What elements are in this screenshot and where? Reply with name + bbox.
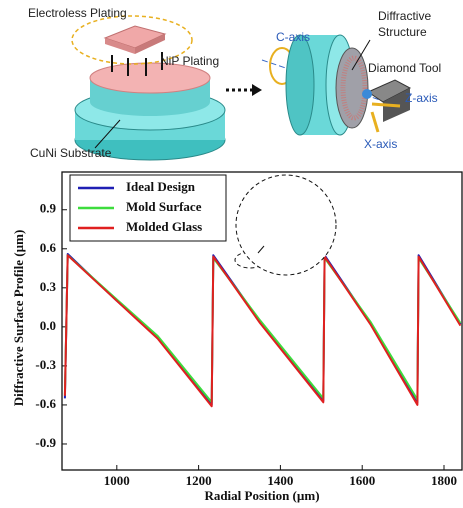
tool-tip (362, 89, 372, 99)
diagram-label: Diamond Tool (368, 61, 441, 75)
diagram-label: X-axis (364, 137, 397, 151)
diagram-label: Structure (378, 25, 427, 39)
x-tick-label: 1800 (431, 473, 457, 488)
zoom-inset (236, 175, 336, 275)
data-line (65, 255, 461, 406)
y-tick-label: -0.3 (35, 357, 56, 372)
y-tick-label: 0.3 (40, 279, 57, 294)
y-axis-label: Diffractive Surface Profile (µm) (11, 230, 26, 407)
legend-label: Mold Surface (126, 199, 202, 214)
diagram-label: C-axis (276, 30, 310, 44)
diagram: Electroless Plating NiP Plating CuNi Sub… (28, 6, 441, 160)
x-tick-label: 1200 (186, 473, 212, 488)
x-axis-arrow (372, 112, 378, 132)
diagram-label: Z-axis (405, 91, 438, 105)
y-tick-label: -0.9 (35, 435, 56, 450)
z-axis-arrow (372, 104, 400, 106)
process-arrow-head (252, 84, 262, 96)
y-tick-label: 0.6 (40, 240, 57, 255)
x-tick-label: 1600 (349, 473, 375, 488)
y-tick-label: -0.6 (35, 396, 56, 411)
diagram-label: Electroless Plating (28, 6, 127, 20)
x-tick-label: 1400 (267, 473, 293, 488)
x-tick-label: 1000 (104, 473, 130, 488)
legend-label: Ideal Design (126, 179, 196, 194)
diagram-label: Diffractive (378, 9, 431, 23)
data-line (65, 254, 461, 405)
figure: Electroless Plating NiP Plating CuNi Sub… (0, 0, 463, 508)
y-tick-label: 0.0 (40, 318, 56, 333)
diagram-label: NiP Plating (160, 54, 219, 68)
y-tick-label: 0.9 (40, 201, 57, 216)
legend-label: Molded Glass (126, 219, 202, 234)
diagram-label: CuNi Substrate (30, 146, 112, 160)
spindle-back (286, 35, 314, 135)
data-line (65, 255, 461, 402)
x-axis-label: Radial Position (µm) (204, 488, 319, 503)
